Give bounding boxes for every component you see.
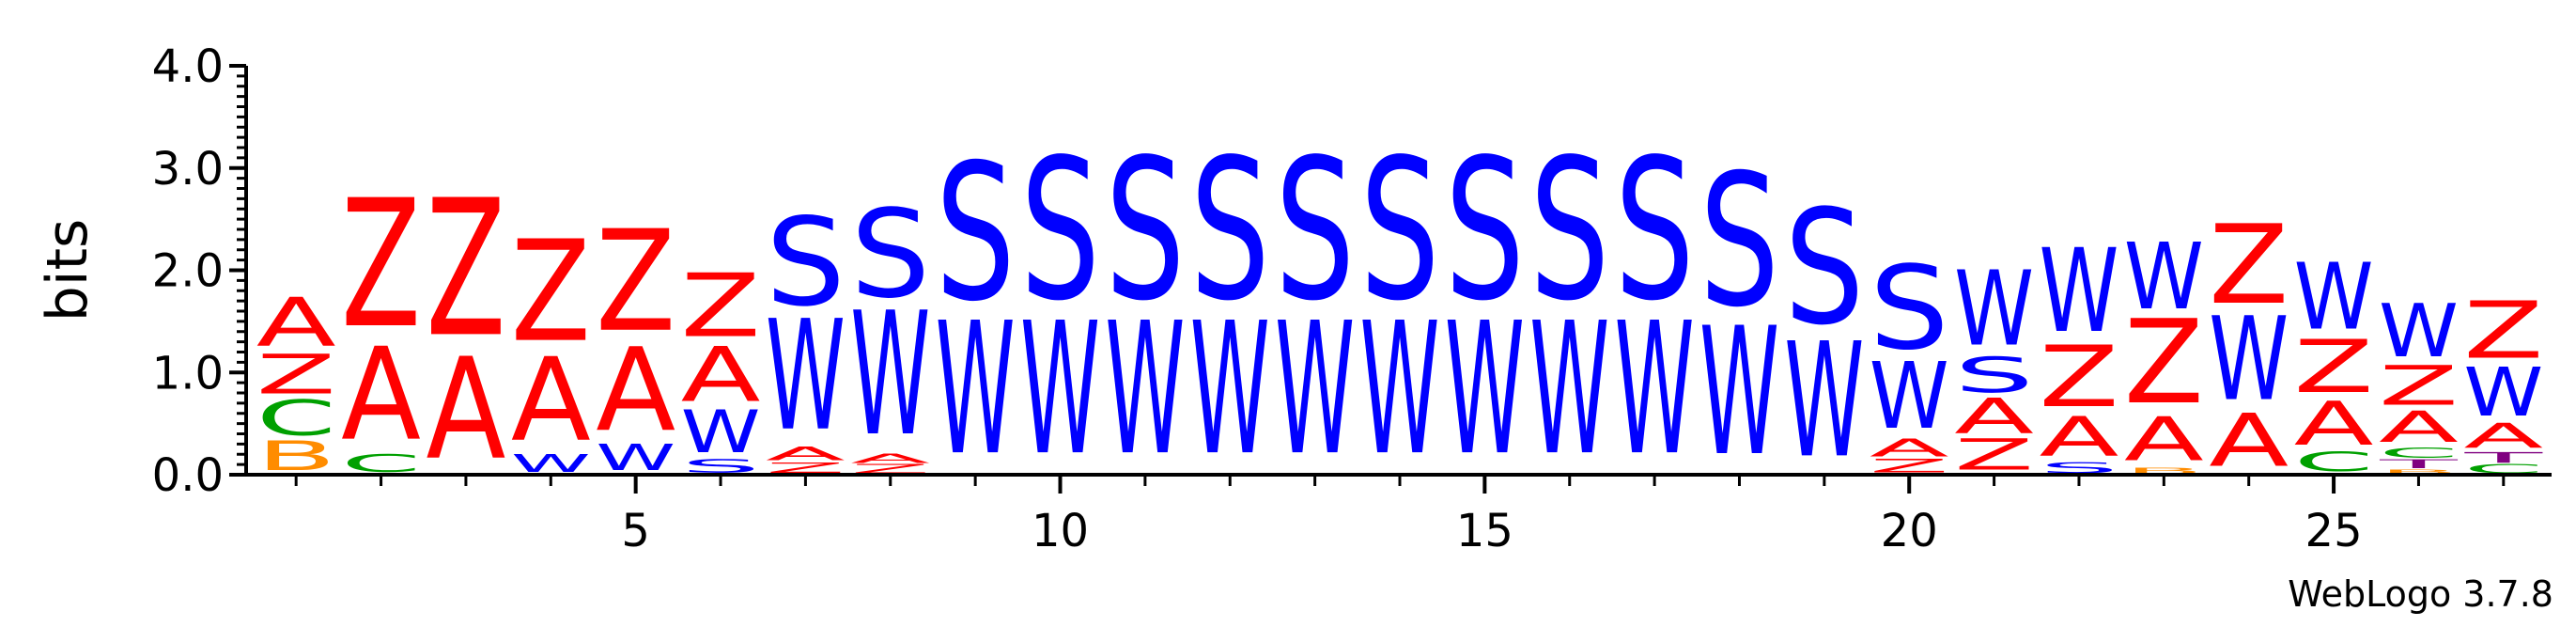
logo-letter-s: S [1275,118,1355,344]
logo-letter-s: S [936,125,1016,344]
y-axis: 0.0 1.0 2.0 3.0 4.0 [152,40,246,502]
y-tick-label: 4.0 [152,40,224,93]
logo-letter-z: Z [2209,202,2289,329]
x-tick-label: 25 [2305,505,2363,557]
logo-letter-w: W [1954,250,2034,369]
logo-letter-w: W [2294,244,2374,351]
x-tick-label: 20 [1881,505,1938,557]
y-tick-label: 3.0 [152,143,224,196]
x-tick-label: 10 [1032,505,1089,557]
logo-letter-s: S [1870,243,1949,376]
y-tick-label: 1.0 [152,347,224,400]
logo-letter-s: S [1190,118,1270,344]
logo-letter-s: S [1105,118,1185,344]
logo-letter-s: S [850,184,930,325]
logo-letter-w: W [2124,224,2204,330]
logo-letter-s: S [1360,118,1440,344]
logo-letter-s: S [766,193,846,334]
weblogo-credit: WebLogo 3.7.8 [2288,573,2553,615]
logo-letter-s: S [1445,118,1525,344]
logo-letter-z: Z [341,164,421,368]
logo-letter-s: S [1699,136,1779,348]
y-tick-label: 2.0 [152,245,224,298]
logo-letter-s: S [1615,118,1695,344]
y-axis-title: bits [35,219,101,322]
logo-letter-a: A [256,284,336,362]
logo-letter-z: Z [511,212,591,374]
logo-letter-s: S [1529,118,1609,344]
logo-letter-z: Z [596,201,675,364]
x-tick-label: 15 [1456,505,1513,557]
logo-letter-s: S [1020,118,1100,344]
logo-letter-z: Z [426,161,505,379]
x-tick-label: 5 [621,505,650,557]
logo-letter-w: W [2039,224,2118,357]
logo-letter-z: Z [681,255,761,357]
logo-stacks: BCZACAZAZWAZWAZSWAZZAWSZAWSWSWSWSWSWSWSW… [256,118,2544,495]
logo-letter-z: Z [2463,285,2543,376]
y-tick-label: 0.0 [152,449,224,502]
logo-letter-s: S [1784,176,1864,360]
logo-letter-w: W [2379,290,2459,374]
